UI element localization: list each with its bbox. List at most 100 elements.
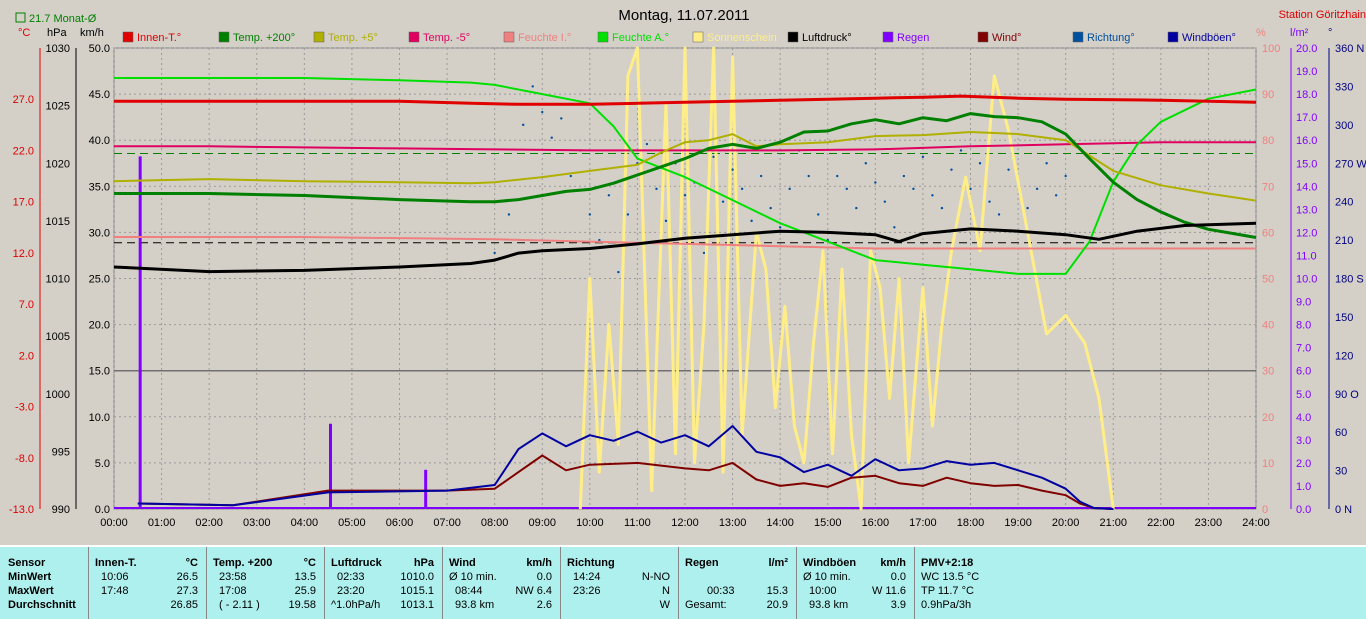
direction-point <box>931 194 934 197</box>
direction-point <box>588 213 592 216</box>
column-title: Temp. +200 <box>213 557 273 569</box>
column-title: Innen-T. <box>95 557 137 569</box>
column-unit: °C <box>303 557 316 569</box>
legend-label: Sonnenschein <box>707 32 777 44</box>
legend-swatch <box>218 31 230 43</box>
direction-point <box>874 181 877 184</box>
legend-item-sonnenschein[interactable]: Sonnenschein <box>692 31 777 44</box>
legend-item-luftdruck-[interactable]: Luftdruck° <box>787 31 852 44</box>
time-tick-label: 16:00 <box>862 517 890 529</box>
pressure-tick-label: 1015 <box>46 216 70 228</box>
avg-value: 3.9 <box>890 599 906 611</box>
max-value: W 11.6 <box>871 585 906 597</box>
pressure-tick-label: 1025 <box>46 101 70 113</box>
legend-item-innen-t-[interactable]: Innen-T.° <box>122 31 181 44</box>
time-tick-label: 07:00 <box>433 517 461 529</box>
avg-extra: 93.8 km <box>809 599 849 611</box>
min-time: Ø 10 min. <box>803 571 851 583</box>
direction-point <box>978 162 982 165</box>
legend-item-feuchte-a-[interactable]: Feuchte A.° <box>597 31 669 44</box>
direction-point <box>1054 194 1058 197</box>
legend-label: Windböen° <box>1182 32 1236 44</box>
direction-point <box>702 251 706 255</box>
pressure-tick-label: 1005 <box>46 331 70 343</box>
direction-point <box>617 270 620 274</box>
rain-tick-label: 13.0 <box>1296 204 1317 216</box>
rain-tick-label: 3.0 <box>1296 435 1311 447</box>
legend-label: Temp. -5° <box>423 32 470 44</box>
column-unit: °C <box>185 557 198 569</box>
temp-tick-label: 27.0 <box>13 94 34 106</box>
stats-column-direction: Richtung 14:24 N-NO 23:26 N W <box>560 547 678 619</box>
legend-item-richtung-[interactable]: Richtung° <box>1072 31 1135 44</box>
series-line-feuchte-i- <box>114 236 1256 250</box>
rain-tick-label: 8.0 <box>1296 320 1311 332</box>
max-time: 17:48 <box>101 585 129 597</box>
max-time: 23:20 <box>337 585 365 597</box>
legend-label: Feuchte I.° <box>518 32 571 44</box>
unit-hpa: hPa <box>47 27 67 39</box>
stats-column-pressure: Luftdruck hPa 02:33 1010.0 23:20 1015.1 … <box>324 547 442 619</box>
series-line-temp-200- <box>114 112 1257 239</box>
series-line-temp-5- <box>114 141 1256 152</box>
legend-item-temp-5-[interactable]: Temp. -5° <box>408 31 470 44</box>
monthly-average-indicator[interactable]: 21.7 Monat-Ø <box>15 12 97 25</box>
min-time: 14:24 <box>573 571 601 583</box>
legend-item-windb-en-[interactable]: Windböen° <box>1167 31 1236 44</box>
direction-point <box>550 136 553 139</box>
temp-tick-label: 12.0 <box>13 248 34 260</box>
row-header-max: MaxWert <box>8 585 54 597</box>
direction-tick-label: 270 W <box>1335 158 1366 170</box>
humidity-tick-label: 10 <box>1262 458 1274 470</box>
legend-item-regen[interactable]: Regen <box>882 31 929 44</box>
rain-tick-label: 5.0 <box>1296 389 1311 401</box>
max-time: 00:33 <box>707 585 735 597</box>
row-header-sensor: Sensor <box>8 557 46 569</box>
direction-point <box>883 200 887 203</box>
avg-value: W <box>659 599 670 611</box>
legend[interactable]: Innen-T.° Temp. +200° Temp. +5° Temp. -5° Fe… <box>122 31 1236 44</box>
direction-point <box>1045 162 1048 165</box>
rain-tick-label: 14.0 <box>1296 181 1317 193</box>
legend-label: Regen <box>897 32 929 44</box>
checkbox-icon[interactable] <box>15 12 26 23</box>
direction-point <box>778 226 782 229</box>
legend-label: Richtung° <box>1087 32 1135 44</box>
wind-tick-label: 35.0 <box>89 181 110 193</box>
temp-tick-label: 17.0 <box>13 197 34 209</box>
min-value: 0.0 <box>890 571 906 583</box>
legend-label: Luftdruck° <box>802 32 852 44</box>
direction-point <box>1064 174 1067 178</box>
stats-panel: Sensor MinWert MaxWert Durchschnitt Inne… <box>0 545 1366 619</box>
direction-tick-label: 240 <box>1335 197 1353 209</box>
direction-point <box>959 149 963 152</box>
avg-extra: ^1.0hPa/h <box>331 599 381 611</box>
temp-tick-label: -13.0 <box>9 504 34 516</box>
legend-swatch <box>408 31 420 43</box>
legend-swatch <box>122 31 134 43</box>
pressure-tick-label: 1020 <box>46 158 70 170</box>
legend-swatch <box>313 31 325 43</box>
unit-kmh: km/h <box>80 27 104 39</box>
humidity-tick-label: 90 <box>1262 89 1274 101</box>
legend-swatch <box>787 31 799 43</box>
time-tick-label: 19:00 <box>1004 517 1032 529</box>
time-tick-label: 21:00 <box>1099 517 1127 529</box>
direction-point <box>531 85 534 88</box>
min-time: Ø 10 min. <box>449 571 497 583</box>
humidity-tick-label: 0 <box>1262 504 1268 516</box>
legend-item-feuchte-i-[interactable]: Feuchte I.° <box>503 31 571 44</box>
pressure-tick-label: 995 <box>52 446 70 458</box>
direction-tick-label: 120 <box>1335 350 1353 362</box>
legend-item-temp-200-[interactable]: Temp. +200° <box>218 31 295 44</box>
direction-point <box>740 187 744 191</box>
stats-column-temp200: Temp. +200 °C 23:58 13.5 17:08 25.9 ( - … <box>206 547 324 619</box>
legend-item-temp-5-[interactable]: Temp. +5° <box>313 31 378 44</box>
avg-extra: 93.8 km <box>455 599 495 611</box>
legend-item-wind-[interactable]: Wind° <box>977 31 1021 44</box>
pressure-tick-label: 990 <box>52 504 70 516</box>
time-tick-label: 23:00 <box>1195 517 1223 529</box>
legend-swatch <box>1167 31 1179 43</box>
row-header-avg: Durchschnitt <box>8 599 76 611</box>
row-header-min: MinWert <box>8 571 52 583</box>
